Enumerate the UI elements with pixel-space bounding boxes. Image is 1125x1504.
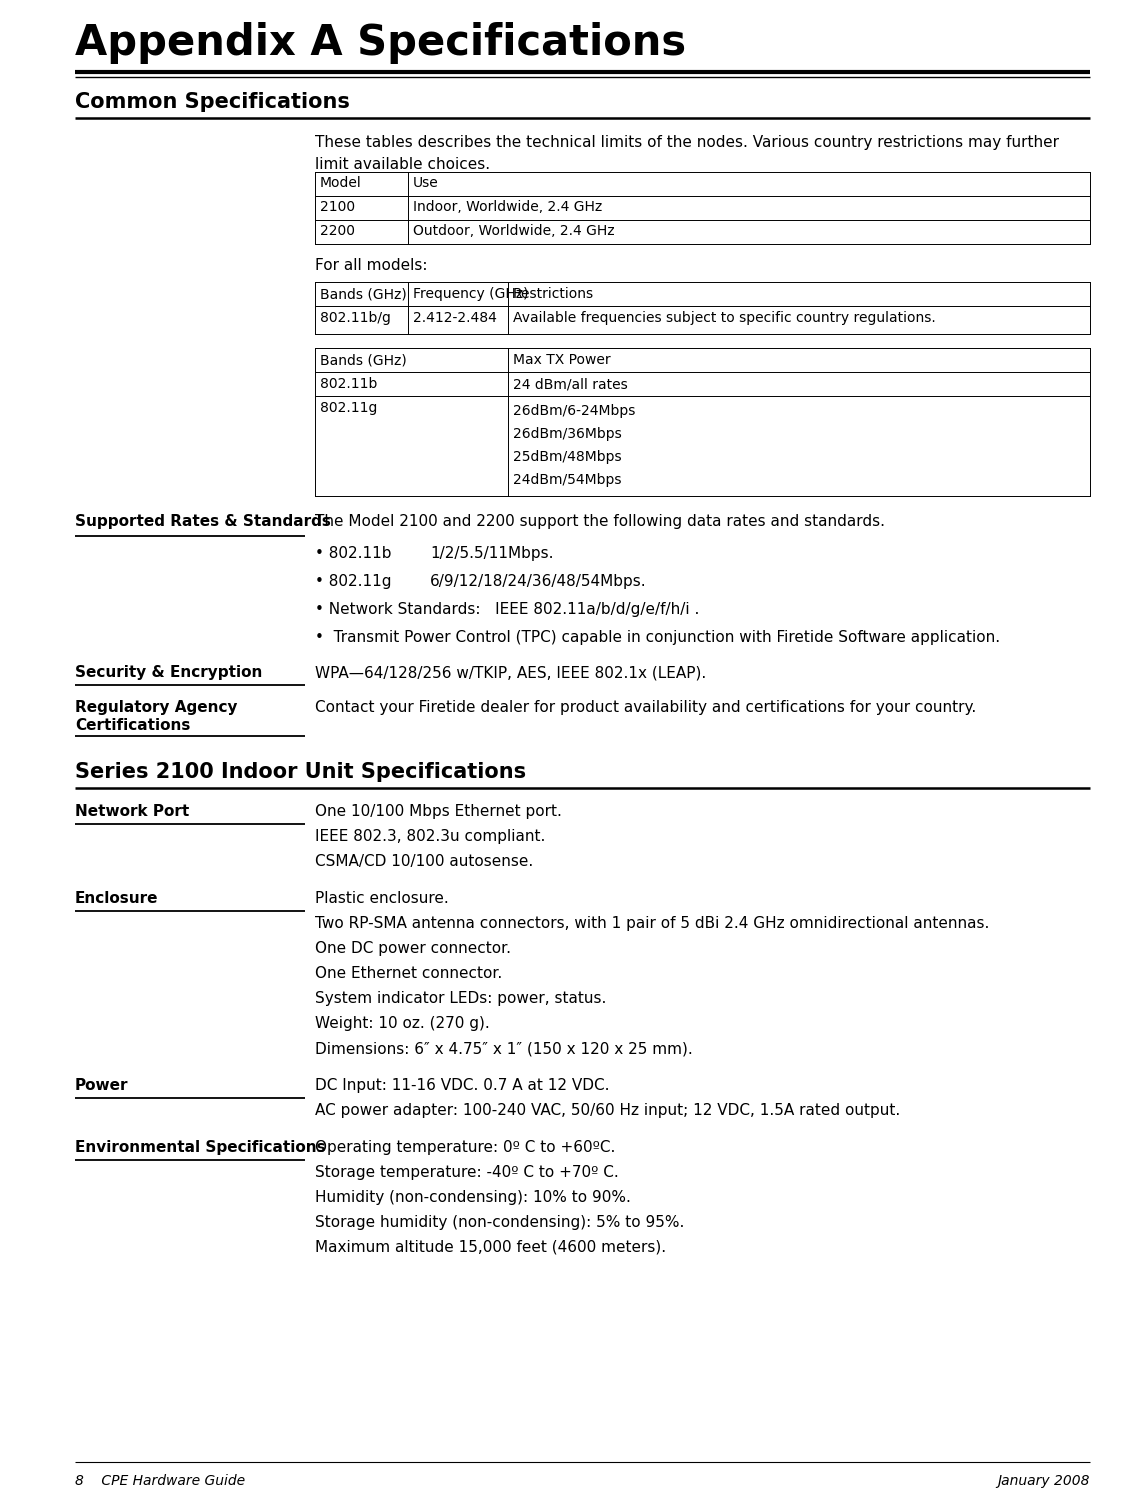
Text: Security & Encryption: Security & Encryption — [75, 665, 262, 680]
Text: The Model 2100 and 2200 support the following data rates and standards.: The Model 2100 and 2200 support the foll… — [315, 514, 885, 529]
Text: Supported Rates & Standards: Supported Rates & Standards — [75, 514, 331, 529]
Text: January 2008: January 2008 — [998, 1474, 1090, 1487]
Text: Indoor, Worldwide, 2.4 GHz: Indoor, Worldwide, 2.4 GHz — [413, 200, 602, 214]
Text: Common Specifications: Common Specifications — [75, 92, 350, 111]
Text: 8    CPE Hardware Guide: 8 CPE Hardware Guide — [75, 1474, 245, 1487]
Text: Network Port: Network Port — [75, 805, 189, 820]
Text: Bands (GHz): Bands (GHz) — [319, 353, 407, 367]
Text: System indicator LEDs: power, status.: System indicator LEDs: power, status. — [315, 991, 606, 1006]
Text: Plastic enclosure.: Plastic enclosure. — [315, 890, 449, 905]
Text: Environmental Specifications: Environmental Specifications — [75, 1140, 325, 1155]
Text: Operating temperature: 0º C to +60ºC.: Operating temperature: 0º C to +60ºC. — [315, 1140, 615, 1155]
Text: 26dBm/6-24Mbps: 26dBm/6-24Mbps — [513, 405, 636, 418]
Text: 802.11b: 802.11b — [319, 378, 377, 391]
Text: Power: Power — [75, 1078, 128, 1093]
Text: Two RP-SMA antenna connectors, with 1 pair of 5 dBi 2.4 GHz omnidirectional ante: Two RP-SMA antenna connectors, with 1 pa… — [315, 916, 989, 931]
Text: • 802.11g: • 802.11g — [315, 575, 392, 590]
Text: Storage humidity (non-condensing): 5% to 95%.: Storage humidity (non-condensing): 5% to… — [315, 1215, 684, 1230]
Text: Weight: 10 oz. (270 g).: Weight: 10 oz. (270 g). — [315, 1017, 489, 1032]
Text: 802.11g: 802.11g — [319, 402, 377, 415]
Text: DC Input: 11-16 VDC. 0.7 A at 12 VDC.: DC Input: 11-16 VDC. 0.7 A at 12 VDC. — [315, 1078, 610, 1093]
Text: 2200: 2200 — [319, 224, 356, 238]
Text: For all models:: For all models: — [315, 259, 428, 274]
Text: 25dBm/48Mbps: 25dBm/48Mbps — [513, 450, 622, 465]
Text: • 802.11b: • 802.11b — [315, 546, 392, 561]
Text: Storage temperature: -40º C to +70º C.: Storage temperature: -40º C to +70º C. — [315, 1166, 619, 1181]
Text: AC power adapter: 100-240 VAC, 50/60 Hz input; 12 VDC, 1.5A rated output.: AC power adapter: 100-240 VAC, 50/60 Hz … — [315, 1102, 900, 1117]
Text: IEEE 802.3, 802.3u compliant.: IEEE 802.3, 802.3u compliant. — [315, 829, 546, 844]
Text: • Network Standards:   IEEE 802.11a/b/d/g/e/f/h/i .: • Network Standards: IEEE 802.11a/b/d/g/… — [315, 602, 700, 617]
Text: 2.412-2.484: 2.412-2.484 — [413, 311, 497, 325]
Text: Dimensions: 6″ x 4.75″ x 1″ (150 x 120 x 25 mm).: Dimensions: 6″ x 4.75″ x 1″ (150 x 120 x… — [315, 1041, 693, 1056]
Text: One 10/100 Mbps Ethernet port.: One 10/100 Mbps Ethernet port. — [315, 805, 561, 820]
Text: Maximum altitude 15,000 feet (4600 meters).: Maximum altitude 15,000 feet (4600 meter… — [315, 1239, 666, 1254]
Text: limit available choices.: limit available choices. — [315, 156, 490, 171]
Text: 24 dBm/all rates: 24 dBm/all rates — [513, 378, 628, 391]
Text: 2100: 2100 — [319, 200, 356, 214]
Text: 802.11b/g: 802.11b/g — [319, 311, 390, 325]
Text: Bands (GHz): Bands (GHz) — [319, 287, 407, 301]
Text: These tables describes the technical limits of the nodes. Various country restri: These tables describes the technical lim… — [315, 135, 1059, 150]
Text: Restrictions: Restrictions — [513, 287, 594, 301]
Text: Contact your Firetide dealer for product availability and certifications for you: Contact your Firetide dealer for product… — [315, 699, 976, 714]
Text: Max TX Power: Max TX Power — [513, 353, 611, 367]
Text: Frequency (GHz): Frequency (GHz) — [413, 287, 529, 301]
Text: Available frequencies subject to specific country regulations.: Available frequencies subject to specifi… — [513, 311, 936, 325]
Text: Certifications: Certifications — [75, 717, 190, 732]
Text: WPA—64/128/256 w/TKIP, AES, IEEE 802.1x (LEAP).: WPA—64/128/256 w/TKIP, AES, IEEE 802.1x … — [315, 665, 706, 680]
Text: CSMA/CD 10/100 autosense.: CSMA/CD 10/100 autosense. — [315, 854, 533, 869]
Text: 1/2/5.5/11Mbps.: 1/2/5.5/11Mbps. — [430, 546, 554, 561]
Text: One Ethernet connector.: One Ethernet connector. — [315, 966, 502, 981]
Text: Outdoor, Worldwide, 2.4 GHz: Outdoor, Worldwide, 2.4 GHz — [413, 224, 614, 238]
Text: 24dBm/54Mbps: 24dBm/54Mbps — [513, 472, 621, 487]
Text: Series 2100 Indoor Unit Specifications: Series 2100 Indoor Unit Specifications — [75, 763, 526, 782]
Text: 26dBm/36Mbps: 26dBm/36Mbps — [513, 427, 622, 441]
Text: •  Transmit Power Control (TPC) capable in conjunction with Firetide Software ap: • Transmit Power Control (TPC) capable i… — [315, 630, 1000, 645]
Text: Regulatory Agency: Regulatory Agency — [75, 699, 237, 714]
Text: Enclosure: Enclosure — [75, 890, 159, 905]
Text: Model: Model — [319, 176, 362, 190]
Text: Appendix A Specifications: Appendix A Specifications — [75, 23, 686, 65]
Text: Humidity (non-condensing): 10% to 90%.: Humidity (non-condensing): 10% to 90%. — [315, 1190, 631, 1205]
Text: 6/9/12/18/24/36/48/54Mbps.: 6/9/12/18/24/36/48/54Mbps. — [430, 575, 647, 590]
Text: One DC power connector.: One DC power connector. — [315, 942, 511, 957]
Text: Use: Use — [413, 176, 439, 190]
